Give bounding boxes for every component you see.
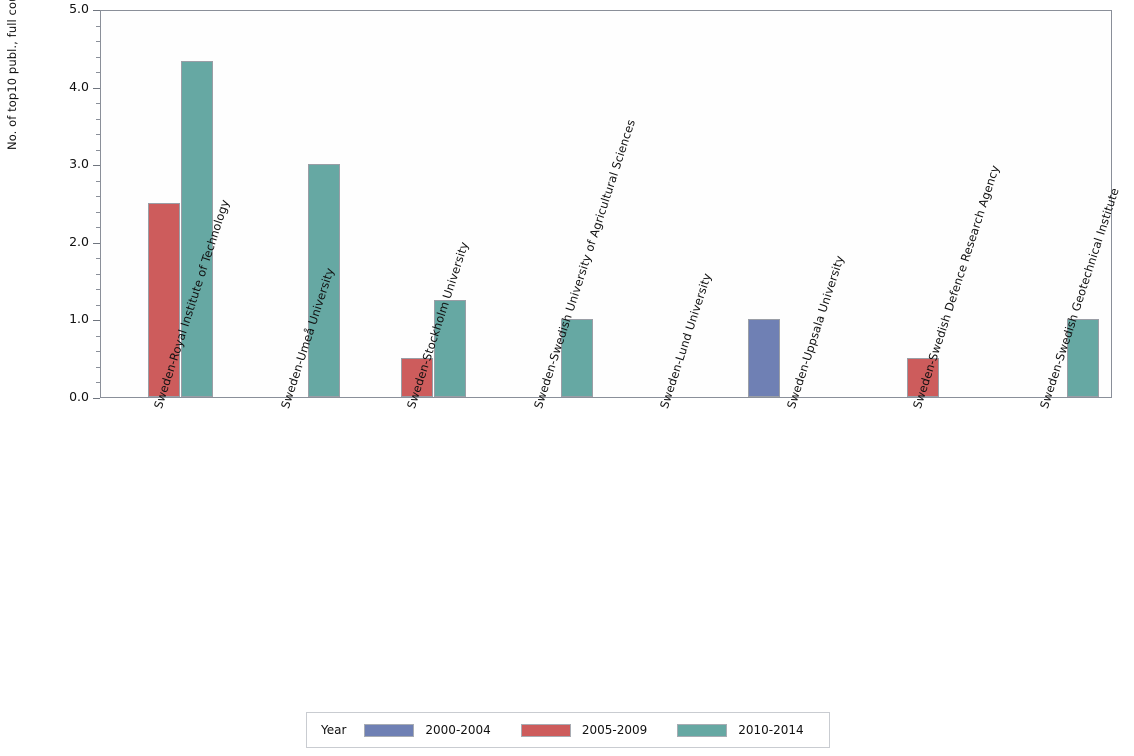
y-tick-major: [93, 87, 100, 89]
y-tick-minor: [96, 351, 100, 353]
y-tick-major: [93, 242, 100, 244]
legend-color-swatch: [520, 723, 571, 737]
legend-entries: 2000-2004 2005-2009 2010-2014: [364, 723, 833, 737]
y-tick-major: [93, 320, 100, 322]
bar: [1066, 319, 1099, 397]
y-tick-minor: [96, 258, 100, 260]
bar: [560, 319, 593, 397]
bar: [181, 61, 214, 397]
legend-label: 2005-2009: [581, 723, 648, 737]
y-tick-minor: [96, 134, 100, 136]
y-tick-minor: [96, 366, 100, 368]
y-tick-minor: [96, 56, 100, 58]
y-tick-label: 1.0: [69, 311, 89, 327]
legend-color-swatch: [364, 723, 415, 737]
y-tick-major: [93, 165, 100, 167]
y-tick-minor: [96, 118, 100, 120]
legend-label: 2010-2014: [738, 723, 804, 737]
y-tick-label: 0.0: [69, 389, 89, 404]
y-tick-minor: [96, 103, 100, 105]
bar: [401, 358, 434, 397]
bar: [907, 358, 940, 397]
y-tick-minor: [96, 25, 100, 27]
legend-title: Year: [321, 723, 347, 737]
y-tick-minor: [96, 335, 100, 337]
bar: [747, 319, 780, 397]
legend-color-swatch: [677, 723, 728, 737]
y-tick-minor: [96, 41, 100, 43]
y-tick-label: 2.0: [69, 233, 89, 249]
bar: [148, 203, 181, 397]
bar: [307, 164, 340, 397]
y-tick-minor: [96, 149, 100, 151]
y-tick-minor: [96, 304, 100, 306]
y-tick-minor: [96, 211, 100, 213]
legend-entry[interactable]: 2005-2009: [520, 723, 648, 737]
plot-area: [100, 10, 1112, 398]
legend: Year 2000-2004 2005-2009 2010-2014: [306, 712, 830, 748]
y-tick-label: 5.0: [69, 1, 89, 16]
bar: [434, 300, 467, 397]
y-tick-minor: [96, 196, 100, 198]
y-tick-minor: [96, 72, 100, 74]
y-tick-minor: [96, 180, 100, 182]
y-tick-label: 3.0: [69, 156, 89, 172]
y-tick-minor: [96, 227, 100, 229]
y-tick-minor: [96, 382, 100, 384]
bars-layer: [101, 11, 1111, 397]
legend-label: 2000-2004: [425, 723, 491, 737]
y-tick-minor: [96, 289, 100, 291]
y-tick-minor: [96, 273, 100, 275]
y-axis-ticks: 0.0 1.0 2.0 3.0 4.0 5.0: [0, 0, 100, 410]
y-tick-major: [93, 10, 100, 11]
y-tick-major: [93, 398, 100, 399]
x-axis-category-labels: Sweden-Royal Institute of Technology Swed…: [0, 118, 1134, 698]
legend-entry[interactable]: 2010-2014: [677, 723, 804, 737]
legend-entry[interactable]: 2000-2004: [364, 723, 491, 737]
y-tick-label: 4.0: [69, 78, 89, 94]
